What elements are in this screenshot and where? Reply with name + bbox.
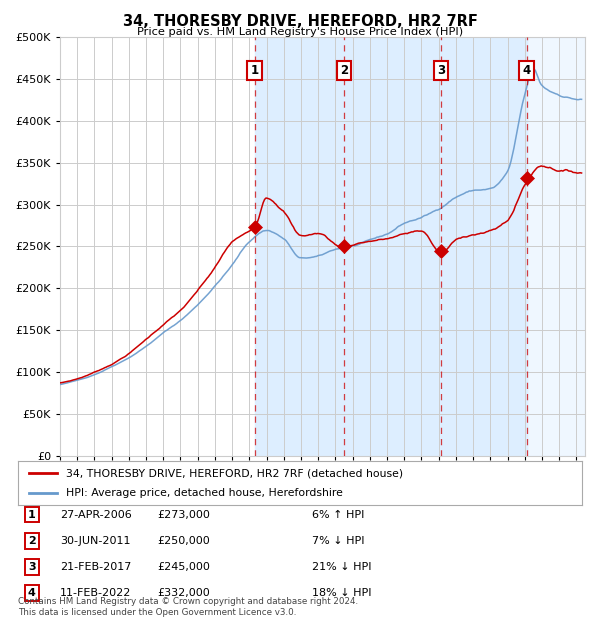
Text: £250,000: £250,000 (157, 536, 210, 546)
Text: 2: 2 (28, 536, 35, 546)
Bar (527, 37, 585, 456)
Text: 18% ↓ HPI: 18% ↓ HPI (312, 588, 371, 598)
Text: 1: 1 (28, 510, 35, 520)
Text: 7% ↓ HPI: 7% ↓ HPI (312, 536, 365, 546)
Text: £332,000: £332,000 (157, 588, 210, 598)
Text: 34, THORESBY DRIVE, HEREFORD, HR2 7RF (detached house): 34, THORESBY DRIVE, HEREFORD, HR2 7RF (d… (66, 468, 403, 478)
Text: Price paid vs. HM Land Registry's House Price Index (HPI): Price paid vs. HM Land Registry's House … (137, 27, 463, 37)
Text: 3: 3 (28, 562, 35, 572)
Text: 1: 1 (251, 64, 259, 77)
Text: 6% ↑ HPI: 6% ↑ HPI (312, 510, 364, 520)
Text: 11-FEB-2022: 11-FEB-2022 (60, 588, 131, 598)
Text: 4: 4 (28, 588, 36, 598)
Text: 21-FEB-2017: 21-FEB-2017 (60, 562, 131, 572)
Text: 30-JUN-2011: 30-JUN-2011 (60, 536, 131, 546)
Text: 3: 3 (437, 64, 445, 77)
Text: 4: 4 (523, 64, 531, 77)
Bar (255, 37, 527, 456)
Text: 27-APR-2006: 27-APR-2006 (60, 510, 132, 520)
Text: 2: 2 (340, 64, 348, 77)
Text: 21% ↓ HPI: 21% ↓ HPI (312, 562, 371, 572)
Text: £245,000: £245,000 (157, 562, 210, 572)
Text: Contains HM Land Registry data © Crown copyright and database right 2024.
This d: Contains HM Land Registry data © Crown c… (18, 598, 358, 617)
Text: 34, THORESBY DRIVE, HEREFORD, HR2 7RF: 34, THORESBY DRIVE, HEREFORD, HR2 7RF (122, 14, 478, 29)
Text: HPI: Average price, detached house, Herefordshire: HPI: Average price, detached house, Here… (66, 488, 343, 498)
Text: £273,000: £273,000 (157, 510, 210, 520)
